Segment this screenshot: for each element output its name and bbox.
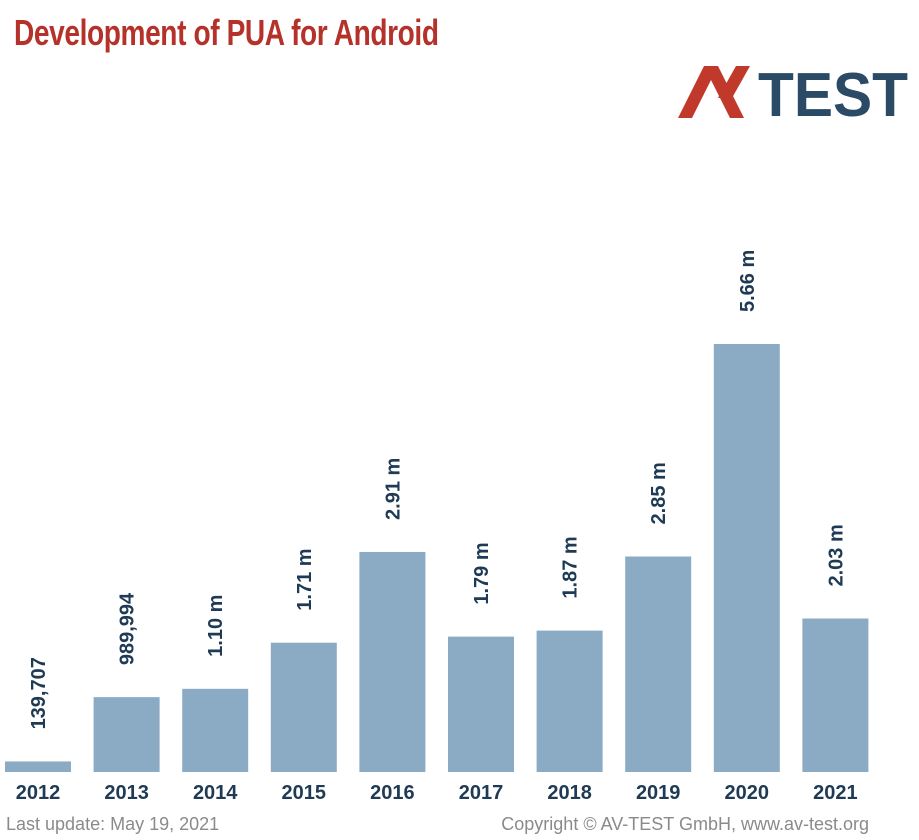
av-test-logo-mark: TEST <box>678 61 908 130</box>
bar-2019 <box>625 556 692 772</box>
data-label-2020: 5.66 m <box>737 250 759 312</box>
data-label-2015: 1.71 m <box>294 548 316 610</box>
bar-chart: 139,707 2012 989,994 2013 1.10 m 2014 1.71 m 20… <box>5 250 869 804</box>
x-tick-2014: 2014 <box>193 782 238 804</box>
x-tick-2013: 2013 <box>104 782 149 804</box>
x-tick-2021: 2021 <box>813 782 858 804</box>
bar-2014 <box>182 688 249 772</box>
x-tick-2012: 2012 <box>16 782 61 804</box>
bar-2015 <box>270 642 337 772</box>
bar-2016 <box>359 551 426 772</box>
bar-2017 <box>448 636 514 772</box>
x-tick-2015: 2015 <box>282 782 327 804</box>
copyright-text: Copyright © AV-TEST GmbH, www.av-test.or… <box>501 814 869 834</box>
bar-2013 <box>93 697 160 772</box>
data-label-2016: 2.91 m <box>382 458 404 520</box>
bar-2020 <box>713 344 780 772</box>
x-tick-2020: 2020 <box>725 782 770 804</box>
x-tick-2019: 2019 <box>636 782 681 804</box>
last-update-text: Last update: May 19, 2021 <box>6 814 220 834</box>
data-label-2013: 989,994 <box>117 592 139 665</box>
data-label-2019: 2.85 m <box>648 462 670 524</box>
chart-title: Development of PUA for Android <box>14 12 439 53</box>
x-tick-2017: 2017 <box>459 782 504 804</box>
bar-2021 <box>802 618 869 772</box>
data-label-2014: 1.10 m <box>205 595 227 657</box>
bar-2018 <box>536 630 603 772</box>
av-test-logo: TEST <box>678 61 910 130</box>
svg-text:TEST: TEST <box>758 62 908 120</box>
data-label-2021: 2.03 m <box>825 524 847 586</box>
data-label-2012: 139,707 <box>28 657 50 729</box>
bar-2012 <box>5 761 71 772</box>
x-tick-2018: 2018 <box>547 782 592 804</box>
data-label-2018: 1.87 m <box>560 536 582 598</box>
x-tick-2016: 2016 <box>370 782 415 804</box>
data-label-2017: 1.79 m <box>471 542 493 604</box>
